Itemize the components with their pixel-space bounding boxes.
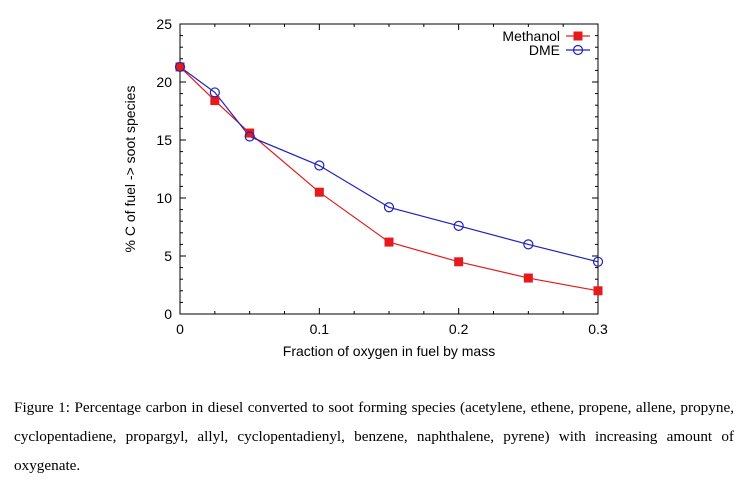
y-axis-label: % C of fuel -> soot species [122, 86, 138, 253]
x-axis-label: Fraction of oxygen in fuel by mass [283, 343, 495, 359]
methanol-marker [593, 286, 603, 296]
methanol-series-line [179, 66, 599, 292]
series-lines [179, 66, 599, 292]
tick-labels: 0 0.1 0.2 0.3 0 5 10 15 20 25 [156, 16, 608, 337]
methanol-marker [523, 273, 533, 283]
legend-label-dme: DME [529, 42, 560, 58]
y-tick-label: 5 [164, 248, 172, 264]
dme-series-line [179, 66, 599, 263]
plot-frame [179, 23, 599, 315]
x-tick-label: 0 [176, 321, 184, 337]
methanol-marker [314, 187, 324, 197]
methanol-marker [210, 96, 220, 106]
y-tick-label: 10 [156, 190, 172, 206]
dme-marker [592, 256, 604, 267]
y-tick-label: 15 [156, 132, 172, 148]
x-tick-label: 0.3 [588, 321, 608, 337]
methanol-marker [384, 237, 394, 247]
chart: 0 0.1 0.2 0.3 0 5 10 15 20 25 Fraction of oxygen … [122, 16, 608, 359]
x-tick-label: 0.1 [310, 321, 330, 337]
dme-marker [209, 87, 220, 98]
dme-marker [314, 160, 325, 171]
y-tick-label: 20 [156, 74, 172, 90]
y-tick-label: 25 [156, 16, 172, 32]
axis-ticks [179, 23, 599, 315]
methanol-marker [454, 257, 464, 267]
legend-methanol-marker [573, 31, 583, 41]
methanol-marker [175, 62, 185, 72]
legend-label-methanol: Methanol [502, 28, 560, 44]
dme-marker [523, 239, 534, 250]
series-markers [174, 61, 604, 296]
dme-marker [453, 220, 464, 231]
legend-dme-marker [572, 44, 584, 56]
y-tick-label: 0 [164, 306, 172, 322]
dme-marker [383, 202, 395, 213]
dme-marker [174, 61, 186, 73]
dme-marker [244, 131, 255, 142]
figure-caption: Figure 1: Percentage carbon in diesel co… [14, 399, 734, 474]
x-tick-label: 0.2 [449, 321, 469, 337]
methanol-marker [245, 128, 255, 138]
